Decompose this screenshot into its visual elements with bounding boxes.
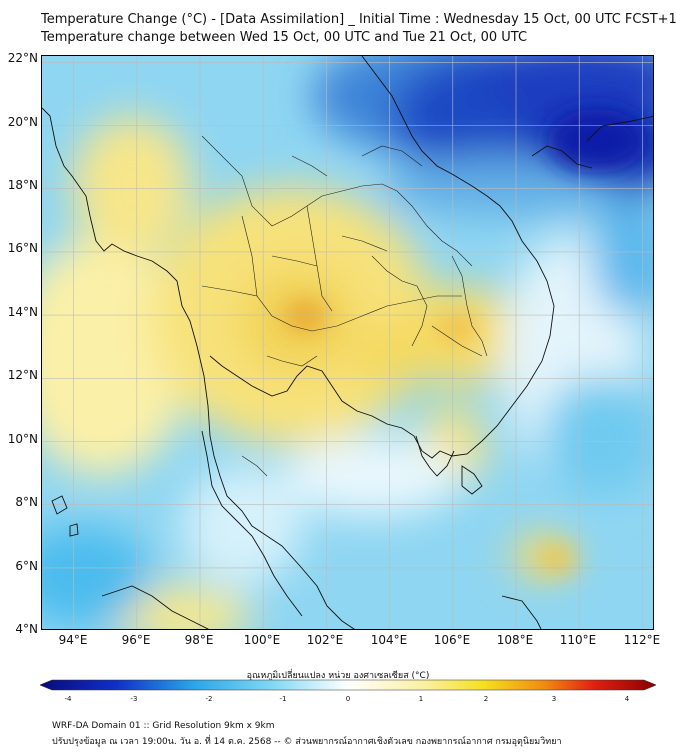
map-canvas	[42, 56, 653, 629]
hotspot-south-china-sea	[539, 545, 575, 573]
lon-label: 106°E	[433, 633, 471, 647]
colorbar	[40, 679, 656, 691]
colorbar-tick: 4	[624, 695, 630, 703]
admin-borders	[201, 135, 488, 477]
lat-label: 22°N	[7, 51, 38, 65]
colorbar-tick: -2	[205, 695, 213, 703]
lat-label: 18°N	[7, 178, 38, 192]
lat-label: 4°N	[15, 622, 38, 636]
lat-label: 14°N	[7, 305, 38, 319]
coldspot-south-china	[547, 109, 647, 173]
lon-label: 94°E	[58, 633, 88, 647]
lon-label: 112°E	[623, 633, 661, 647]
coastlines	[42, 56, 653, 629]
lon-label: 108°E	[496, 633, 534, 647]
graticule	[42, 56, 653, 629]
colorbar-tick: 0	[345, 695, 351, 703]
lon-label: 100°E	[243, 633, 281, 647]
colorbar-gradient	[40, 679, 656, 691]
colorbar-tick: 2	[483, 695, 489, 703]
lat-label: 6°N	[15, 559, 38, 573]
colorbar-title: อุณหภูมิเปลี่ยนแปลง หน่วย องศาเซลเซียส (…	[246, 671, 430, 681]
lat-label: 8°N	[15, 495, 38, 509]
colorbar-tick: -4	[64, 695, 72, 703]
colorbar-tick: 3	[551, 695, 557, 703]
map-subtitle: Temperature change between Wed 15 Oct, 0…	[41, 30, 528, 45]
lon-label: 102°E	[306, 633, 344, 647]
hotspot-cambodia	[437, 314, 477, 342]
hotspot-bangkok	[283, 300, 327, 332]
lat-label: 12°N	[7, 368, 38, 382]
temperature-change-map	[41, 55, 654, 630]
lat-label: 20°N	[7, 115, 38, 129]
lat-label: 10°N	[7, 432, 38, 446]
lon-label: 96°E	[121, 633, 151, 647]
map-title: Temperature Change (°C) - [Data Assimila…	[41, 12, 676, 27]
footer-credit: ปรับปรุงข้อมูล ณ เวลา 19:00น. วัน อ. ที่…	[52, 737, 562, 747]
lon-label: 110°E	[559, 633, 597, 647]
lon-label: 98°E	[184, 633, 214, 647]
lon-label: 104°E	[370, 633, 408, 647]
colorbar-tick: -1	[279, 695, 287, 703]
footer-model-info: WRF-DA Domain 01 :: Grid Resolution 9km …	[52, 721, 275, 731]
colorbar-tick: 1	[418, 695, 424, 703]
colorbar-tick: -3	[130, 695, 138, 703]
lat-label: 16°N	[7, 241, 38, 255]
